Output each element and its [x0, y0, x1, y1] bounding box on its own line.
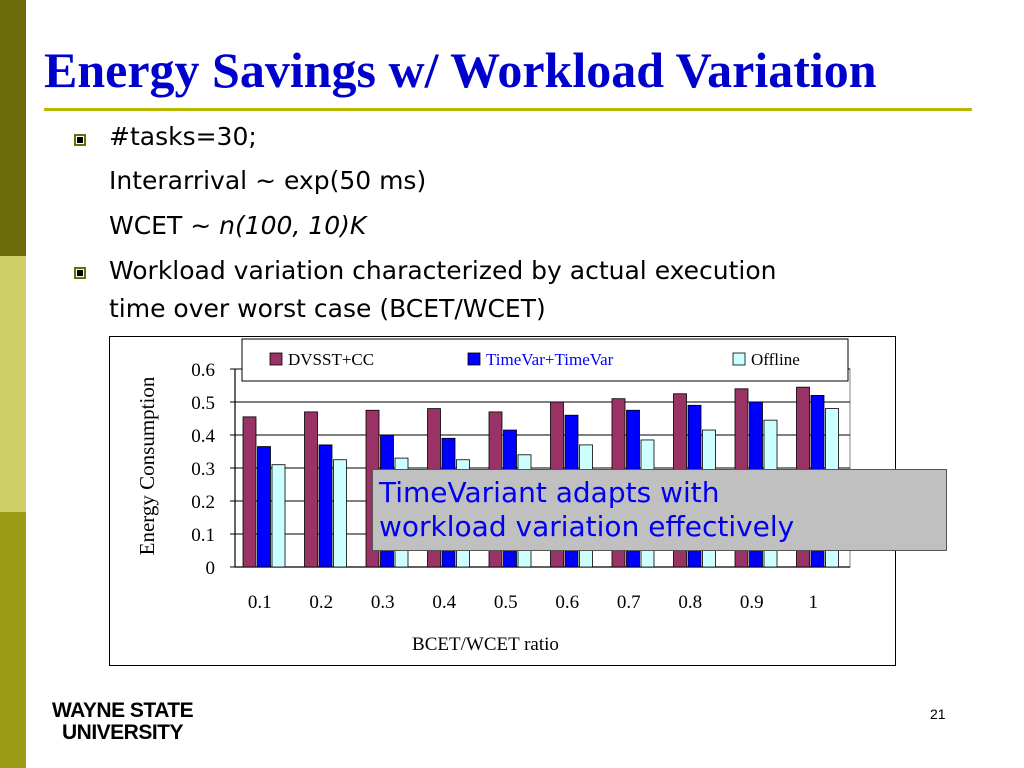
wcet-distribution: n(100, 10)K: [219, 211, 367, 240]
y-tick-label: 0.4: [191, 426, 215, 447]
legend-label-1: DVSST+CC: [288, 350, 374, 369]
page-number: 21: [930, 706, 946, 722]
callout-box: TimeVariant adapts with workload variati…: [372, 469, 947, 551]
y-tick-label: 0.1: [191, 525, 215, 546]
sidebar-decoration: [0, 0, 26, 768]
bar-timevar-timevar-0.2: [318, 444, 333, 568]
callout-line-1: TimeVariant adapts with: [379, 476, 720, 509]
logo-line-2: UNIVERSITY: [62, 721, 184, 744]
x-tick-label: 0.7: [617, 592, 641, 613]
legend-label-2: TimeVar+TimeVar: [486, 350, 614, 369]
bar-offline-0.2: [333, 459, 347, 568]
y-tick-label: 0.3: [191, 459, 215, 480]
bullet-2-line-1: Workload variation characterized by actu…: [109, 256, 777, 285]
y-tick-label: 0.2: [191, 492, 215, 513]
x-tick-label: 0.1: [248, 592, 272, 613]
y-axis-label: Energy Consumption: [135, 376, 159, 555]
bar-dvsst-cc-0.2: [304, 411, 318, 568]
x-tick-label: 0.6: [555, 592, 579, 613]
bar-offline-0.1: [271, 464, 286, 568]
bar-timevar-timevar-0.1: [257, 446, 271, 568]
y-tick-label: 0.6: [191, 360, 215, 381]
x-tick-label: 0.8: [678, 592, 702, 613]
legend-box: [241, 338, 849, 382]
legend-swatch-2: [467, 352, 481, 366]
bullet-1-line-3: WCET ~ n(100, 10)K: [109, 211, 366, 241]
bullet-marker-1: [74, 134, 86, 146]
y-tick-label: 0.5: [191, 393, 215, 414]
legend-swatch-1: [269, 352, 283, 366]
sidebar-block-light: [0, 256, 26, 512]
bar-dvsst-cc-0.1: [242, 416, 257, 568]
callout-line-2: workload variation effectively: [379, 510, 795, 543]
x-tick-label: 0.3: [371, 592, 395, 613]
x-tick-label: 0.5: [494, 592, 518, 613]
sidebar-block-mid: [0, 512, 26, 768]
bullet-marker-2: [74, 267, 86, 279]
bullet-2-line-2: time over worst case (BCET/WCET): [109, 294, 546, 323]
x-tick-label: 0.9: [740, 592, 764, 613]
university-logo: WAYNE STATE UNIVERSITY: [52, 699, 194, 744]
logo-line-1: WAYNE STATE: [52, 699, 194, 722]
bullet-1-line-1: #tasks=30;: [109, 122, 257, 151]
sidebar-block-dark: [0, 0, 26, 256]
x-tick-label: 0.2: [309, 592, 333, 613]
bullet-1-line-2: Interarrival ~ exp(50 ms): [109, 166, 427, 195]
x-axis-label: BCET/WCET ratio: [412, 634, 559, 655]
legend-swatch-3: [732, 352, 746, 366]
x-tick-label: 0.4: [432, 592, 456, 613]
y-tick-label: 0: [206, 558, 216, 579]
slide-title: Energy Savings w/ Workload Variation: [44, 42, 877, 98]
wcet-prefix: WCET ~: [109, 211, 220, 240]
title-underline: [44, 108, 972, 111]
legend-label-3: Offline: [751, 350, 800, 369]
x-tick-label: 1: [809, 592, 819, 613]
